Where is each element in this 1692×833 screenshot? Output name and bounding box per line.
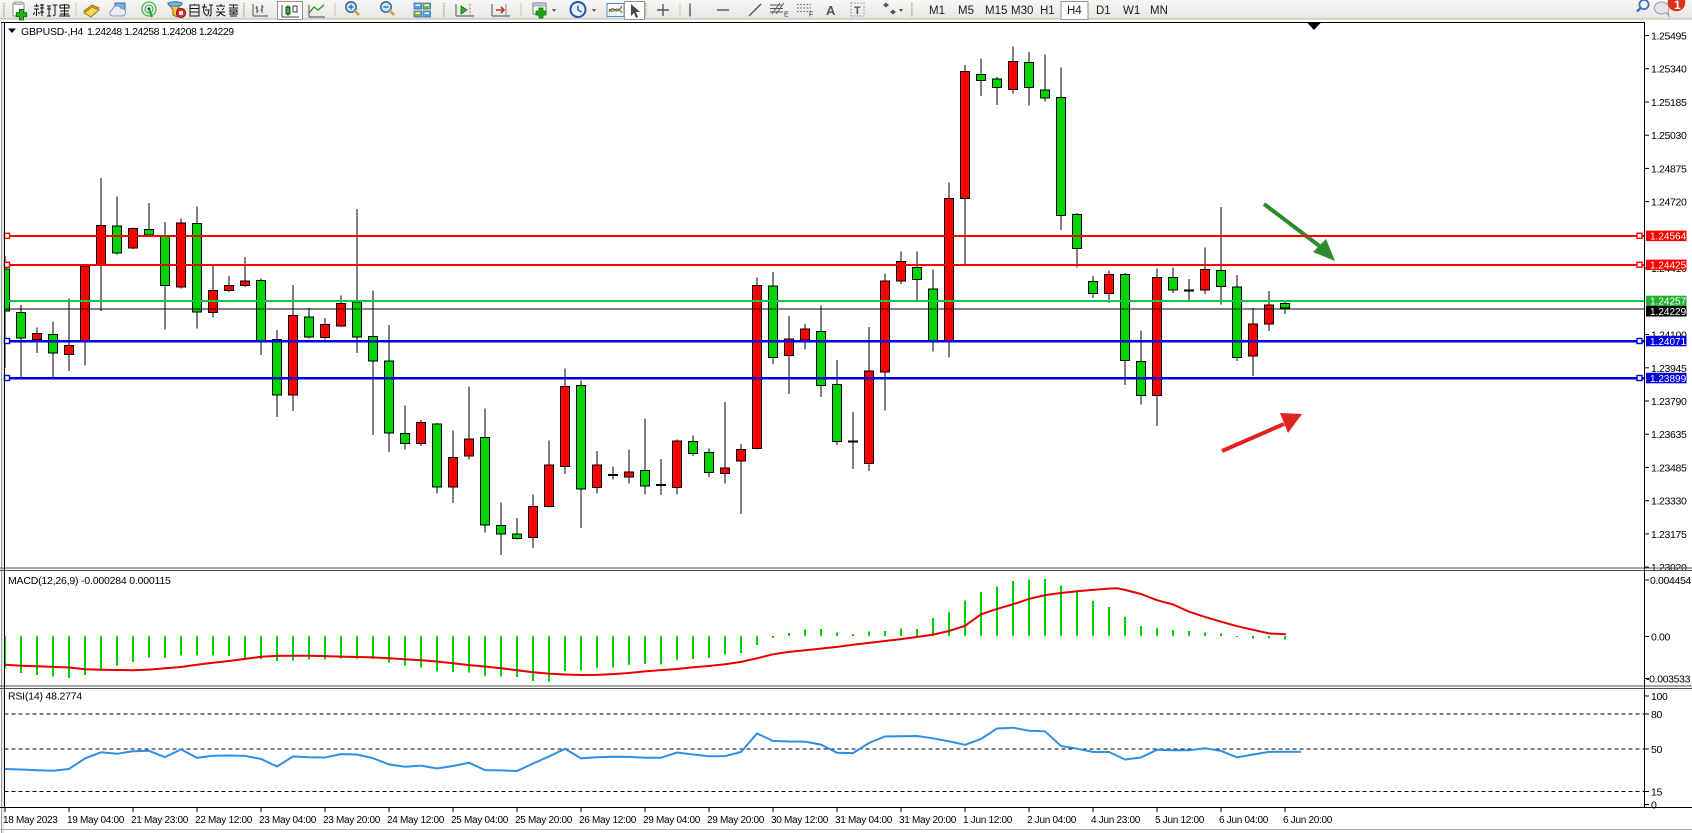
svg-text:23 May 20:00: 23 May 20:00	[323, 815, 381, 826]
svg-text:A: A	[826, 3, 836, 18]
svg-text:1.25030: 1.25030	[1651, 130, 1687, 142]
svg-text:T: T	[854, 5, 861, 17]
svg-text:19 May 04:00: 19 May 04:00	[67, 815, 125, 826]
svg-text:RSI(14) 48.2774: RSI(14) 48.2774	[8, 691, 82, 703]
svg-text:1.25495: 1.25495	[1651, 31, 1687, 43]
svg-text:2 Jun 04:00: 2 Jun 04:00	[1027, 815, 1077, 826]
svg-text:26 May 12:00: 26 May 12:00	[579, 815, 637, 826]
svg-text:22 May 12:00: 22 May 12:00	[195, 815, 253, 826]
svg-text:MACD(12,26,9) -0.000284 0.0001: MACD(12,26,9) -0.000284 0.000115	[8, 575, 171, 587]
svg-text:1 Jun 12:00: 1 Jun 12:00	[963, 815, 1013, 826]
svg-text:29 May 20:00: 29 May 20:00	[707, 815, 765, 826]
svg-text:6 Jun 20:00: 6 Jun 20:00	[1283, 815, 1333, 826]
svg-text:25 May 04:00: 25 May 04:00	[451, 815, 509, 826]
svg-text:31 May 20:00: 31 May 20:00	[899, 815, 957, 826]
svg-text:M5: M5	[958, 5, 974, 17]
svg-text:1.24229: 1.24229	[1650, 307, 1687, 318]
svg-text:-0.003533: -0.003533	[1646, 674, 1691, 686]
svg-text:MN: MN	[1150, 5, 1168, 17]
svg-text:5 Jun 12:00: 5 Jun 12:00	[1155, 815, 1205, 826]
svg-text:21 May 23:00: 21 May 23:00	[131, 815, 189, 826]
svg-text:6 Jun 04:00: 6 Jun 04:00	[1219, 815, 1269, 826]
svg-text:1.23175: 1.23175	[1651, 529, 1687, 541]
svg-text:H4: H4	[1067, 5, 1082, 17]
svg-text:1: 1	[1674, 0, 1681, 12]
svg-text:W1: W1	[1123, 5, 1140, 17]
svg-text:1.23485: 1.23485	[1651, 462, 1687, 474]
svg-text:1.24720: 1.24720	[1651, 197, 1687, 209]
svg-text:1.25340: 1.25340	[1651, 64, 1687, 76]
svg-text:24 May 12:00: 24 May 12:00	[387, 815, 445, 826]
svg-text:E: E	[784, 12, 789, 19]
svg-text:0.004454: 0.004454	[1650, 575, 1692, 587]
svg-text:1.24257: 1.24257	[1650, 297, 1687, 308]
svg-text:1.23945: 1.23945	[1651, 363, 1687, 375]
svg-text:30 May 12:00: 30 May 12:00	[771, 815, 829, 826]
svg-text:80: 80	[1651, 709, 1662, 721]
svg-text:1.23635: 1.23635	[1651, 429, 1687, 441]
svg-text:18 May 2023: 18 May 2023	[3, 815, 58, 826]
svg-text:1.23330: 1.23330	[1651, 496, 1687, 508]
svg-text:31 May 04:00: 31 May 04:00	[835, 815, 893, 826]
svg-text:23 May 04:00: 23 May 04:00	[259, 815, 317, 826]
svg-text:GBPUSD-,H4: GBPUSD-,H4	[21, 26, 84, 38]
svg-text:M15: M15	[985, 5, 1007, 17]
svg-text:1.24071: 1.24071	[1650, 337, 1687, 348]
svg-text:15: 15	[1651, 787, 1662, 799]
svg-text:0.00: 0.00	[1651, 632, 1671, 644]
svg-text:50: 50	[1651, 744, 1662, 756]
svg-text:1.24248 1.24258 1.24208 1.2422: 1.24248 1.24258 1.24208 1.24229	[87, 26, 234, 38]
svg-text:M1: M1	[929, 5, 945, 17]
svg-text:29 May 04:00: 29 May 04:00	[643, 815, 701, 826]
svg-text:0: 0	[1651, 800, 1657, 812]
svg-text:D1: D1	[1096, 5, 1111, 17]
svg-text:100: 100	[1651, 691, 1668, 703]
svg-text:1.24564: 1.24564	[1650, 232, 1687, 243]
svg-text:1.24425: 1.24425	[1650, 261, 1687, 272]
svg-text:1.23790: 1.23790	[1651, 396, 1687, 408]
svg-text:F: F	[809, 12, 813, 19]
svg-text:1.23899: 1.23899	[1650, 374, 1687, 385]
svg-text:M30: M30	[1011, 5, 1033, 17]
svg-text:H1: H1	[1040, 5, 1055, 17]
svg-text:25 May 20:00: 25 May 20:00	[515, 815, 573, 826]
svg-text:4 Jun 23:00: 4 Jun 23:00	[1091, 815, 1141, 826]
svg-text:1.24875: 1.24875	[1651, 163, 1687, 175]
svg-text:1.25185: 1.25185	[1651, 97, 1687, 109]
